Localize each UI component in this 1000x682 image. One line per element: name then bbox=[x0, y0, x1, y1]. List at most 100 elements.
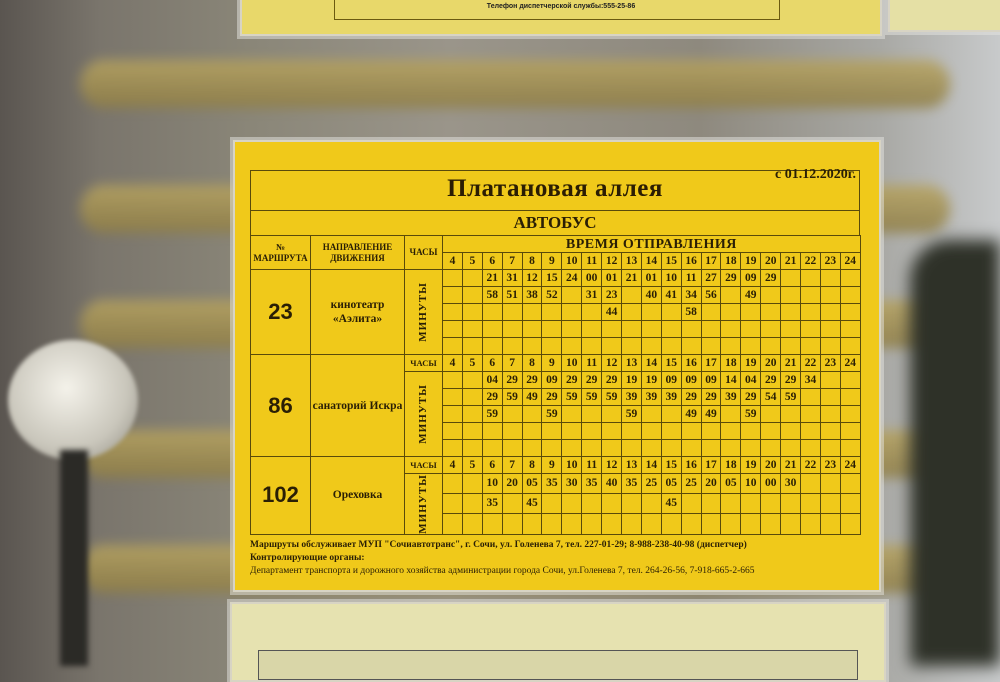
minute-cell bbox=[601, 439, 623, 457]
hour-cell: 19 bbox=[740, 456, 762, 474]
minutes-row: 59 59 59 49 49 59 bbox=[251, 405, 861, 423]
hour-cell: 18 bbox=[720, 252, 742, 270]
minute-cell: 54 bbox=[760, 388, 782, 406]
minute-cell bbox=[740, 337, 762, 355]
minute-cell bbox=[621, 422, 642, 440]
minute-cell bbox=[760, 422, 782, 440]
minute-cell bbox=[839, 269, 861, 287]
hour-cell: 10 bbox=[561, 456, 583, 474]
minute-cell: 34 bbox=[800, 371, 821, 389]
minute-cell bbox=[461, 337, 483, 355]
hour-cell: 23 bbox=[819, 252, 841, 270]
minute-cell bbox=[819, 303, 841, 321]
minute-cell: 14 bbox=[720, 371, 742, 389]
hour-cell: 21 bbox=[780, 456, 802, 474]
minute-cell bbox=[819, 493, 841, 515]
minute-cell bbox=[839, 388, 861, 406]
hours-row: 102 Ореховка ЧАСЫ 4 5 6 7 8 9 10 11 12 13 14 15 16 17 18 1… bbox=[250, 456, 861, 535]
minute-cell bbox=[700, 422, 722, 440]
minute-cell bbox=[819, 422, 841, 440]
hour-cell: 17 bbox=[700, 456, 722, 474]
hour-cell: 12 bbox=[601, 354, 623, 372]
minutes-label-text: МИНУТЫ bbox=[417, 282, 429, 342]
minute-cell bbox=[780, 439, 802, 457]
minute-cell bbox=[760, 513, 782, 535]
minute-cell: 09 bbox=[541, 371, 563, 389]
hour-cell: 22 bbox=[800, 354, 821, 372]
hour-cell: 15 bbox=[660, 354, 682, 372]
minute-cell: 29 bbox=[760, 371, 782, 389]
minute-cell: 10 bbox=[660, 269, 682, 287]
minute-cell bbox=[800, 439, 821, 457]
control-label: Контролирующие органы: bbox=[250, 552, 365, 563]
minute-cell bbox=[800, 405, 821, 423]
minute-cell bbox=[780, 337, 802, 355]
minute-cell bbox=[760, 337, 782, 355]
minute-cell: 29 bbox=[780, 371, 802, 389]
minute-cell bbox=[720, 337, 742, 355]
vehicle-type: АВТОБУС bbox=[250, 210, 860, 235]
minute-cell: 35 bbox=[581, 472, 603, 495]
hour-cell: 9 bbox=[541, 252, 563, 270]
route-number: 86 bbox=[250, 354, 311, 457]
minutes-label: МИНУТЫ bbox=[404, 269, 443, 355]
departure-time-header: ВРЕМЯ ОТПРАВЛЕНИЯ bbox=[442, 235, 861, 253]
minute-cell bbox=[800, 472, 821, 495]
minute-cell bbox=[561, 303, 583, 321]
minute-cell bbox=[800, 388, 821, 406]
hour-cell: 7 bbox=[501, 354, 523, 372]
hour-cell: 20 bbox=[760, 456, 782, 474]
hour-cell: 9 bbox=[541, 456, 563, 474]
minute-cell bbox=[839, 303, 861, 321]
minute-cell bbox=[839, 513, 861, 535]
minute-cell bbox=[581, 320, 603, 338]
minute-cell bbox=[541, 320, 563, 338]
minute-cell: 35 bbox=[541, 472, 563, 495]
minute-cell bbox=[640, 303, 662, 321]
minute-cell bbox=[839, 286, 861, 304]
minute-cell bbox=[521, 513, 543, 535]
minute-cell bbox=[760, 303, 782, 321]
hour-cell: 14 bbox=[640, 252, 662, 270]
minutes-label: МИНУТЫ bbox=[404, 473, 443, 535]
minute-cell: 09 bbox=[660, 371, 682, 389]
minute-cell bbox=[561, 439, 583, 457]
hour-cell: 16 bbox=[680, 354, 702, 372]
minute-cell bbox=[839, 493, 861, 515]
minute-cell bbox=[601, 513, 623, 535]
minute-cell: 05 bbox=[521, 472, 543, 495]
minute-cell bbox=[461, 269, 483, 287]
minute-cell bbox=[700, 303, 722, 321]
minute-cell bbox=[760, 286, 782, 304]
minute-cell bbox=[581, 405, 603, 423]
minute-cell bbox=[800, 493, 821, 515]
minute-cell: 20 bbox=[700, 472, 722, 495]
minute-cell: 09 bbox=[740, 269, 762, 287]
minute-cell: 12 bbox=[521, 269, 543, 287]
stop-name: Платановая аллея bbox=[447, 175, 663, 202]
minute-cell bbox=[561, 320, 583, 338]
route-number: 23 bbox=[250, 269, 311, 355]
hour-cell: 4 bbox=[442, 252, 463, 270]
hour-cell: 5 bbox=[461, 456, 483, 474]
hours-label: ЧАСЫ bbox=[404, 456, 443, 474]
minute-cell: 21 bbox=[481, 269, 503, 287]
minute-cell: 29 bbox=[521, 371, 543, 389]
minute-cell bbox=[501, 513, 523, 535]
minute-cell bbox=[581, 513, 603, 535]
minute-cell bbox=[621, 439, 642, 457]
minute-cell bbox=[700, 493, 722, 515]
hours-header: ЧАСЫ bbox=[404, 235, 443, 270]
minute-cell bbox=[720, 320, 742, 338]
hour-cell: 13 bbox=[621, 354, 642, 372]
minute-cell bbox=[819, 269, 841, 287]
minute-cell: 35 bbox=[621, 472, 642, 495]
hour-cell: 6 bbox=[481, 354, 503, 372]
minute-cell bbox=[780, 286, 802, 304]
minute-cell: 59 bbox=[541, 405, 563, 423]
minute-cell bbox=[839, 320, 861, 338]
minute-cell bbox=[660, 513, 682, 535]
minute-cell bbox=[780, 303, 802, 321]
lamp-pole bbox=[60, 450, 88, 666]
minute-cell bbox=[581, 493, 603, 515]
